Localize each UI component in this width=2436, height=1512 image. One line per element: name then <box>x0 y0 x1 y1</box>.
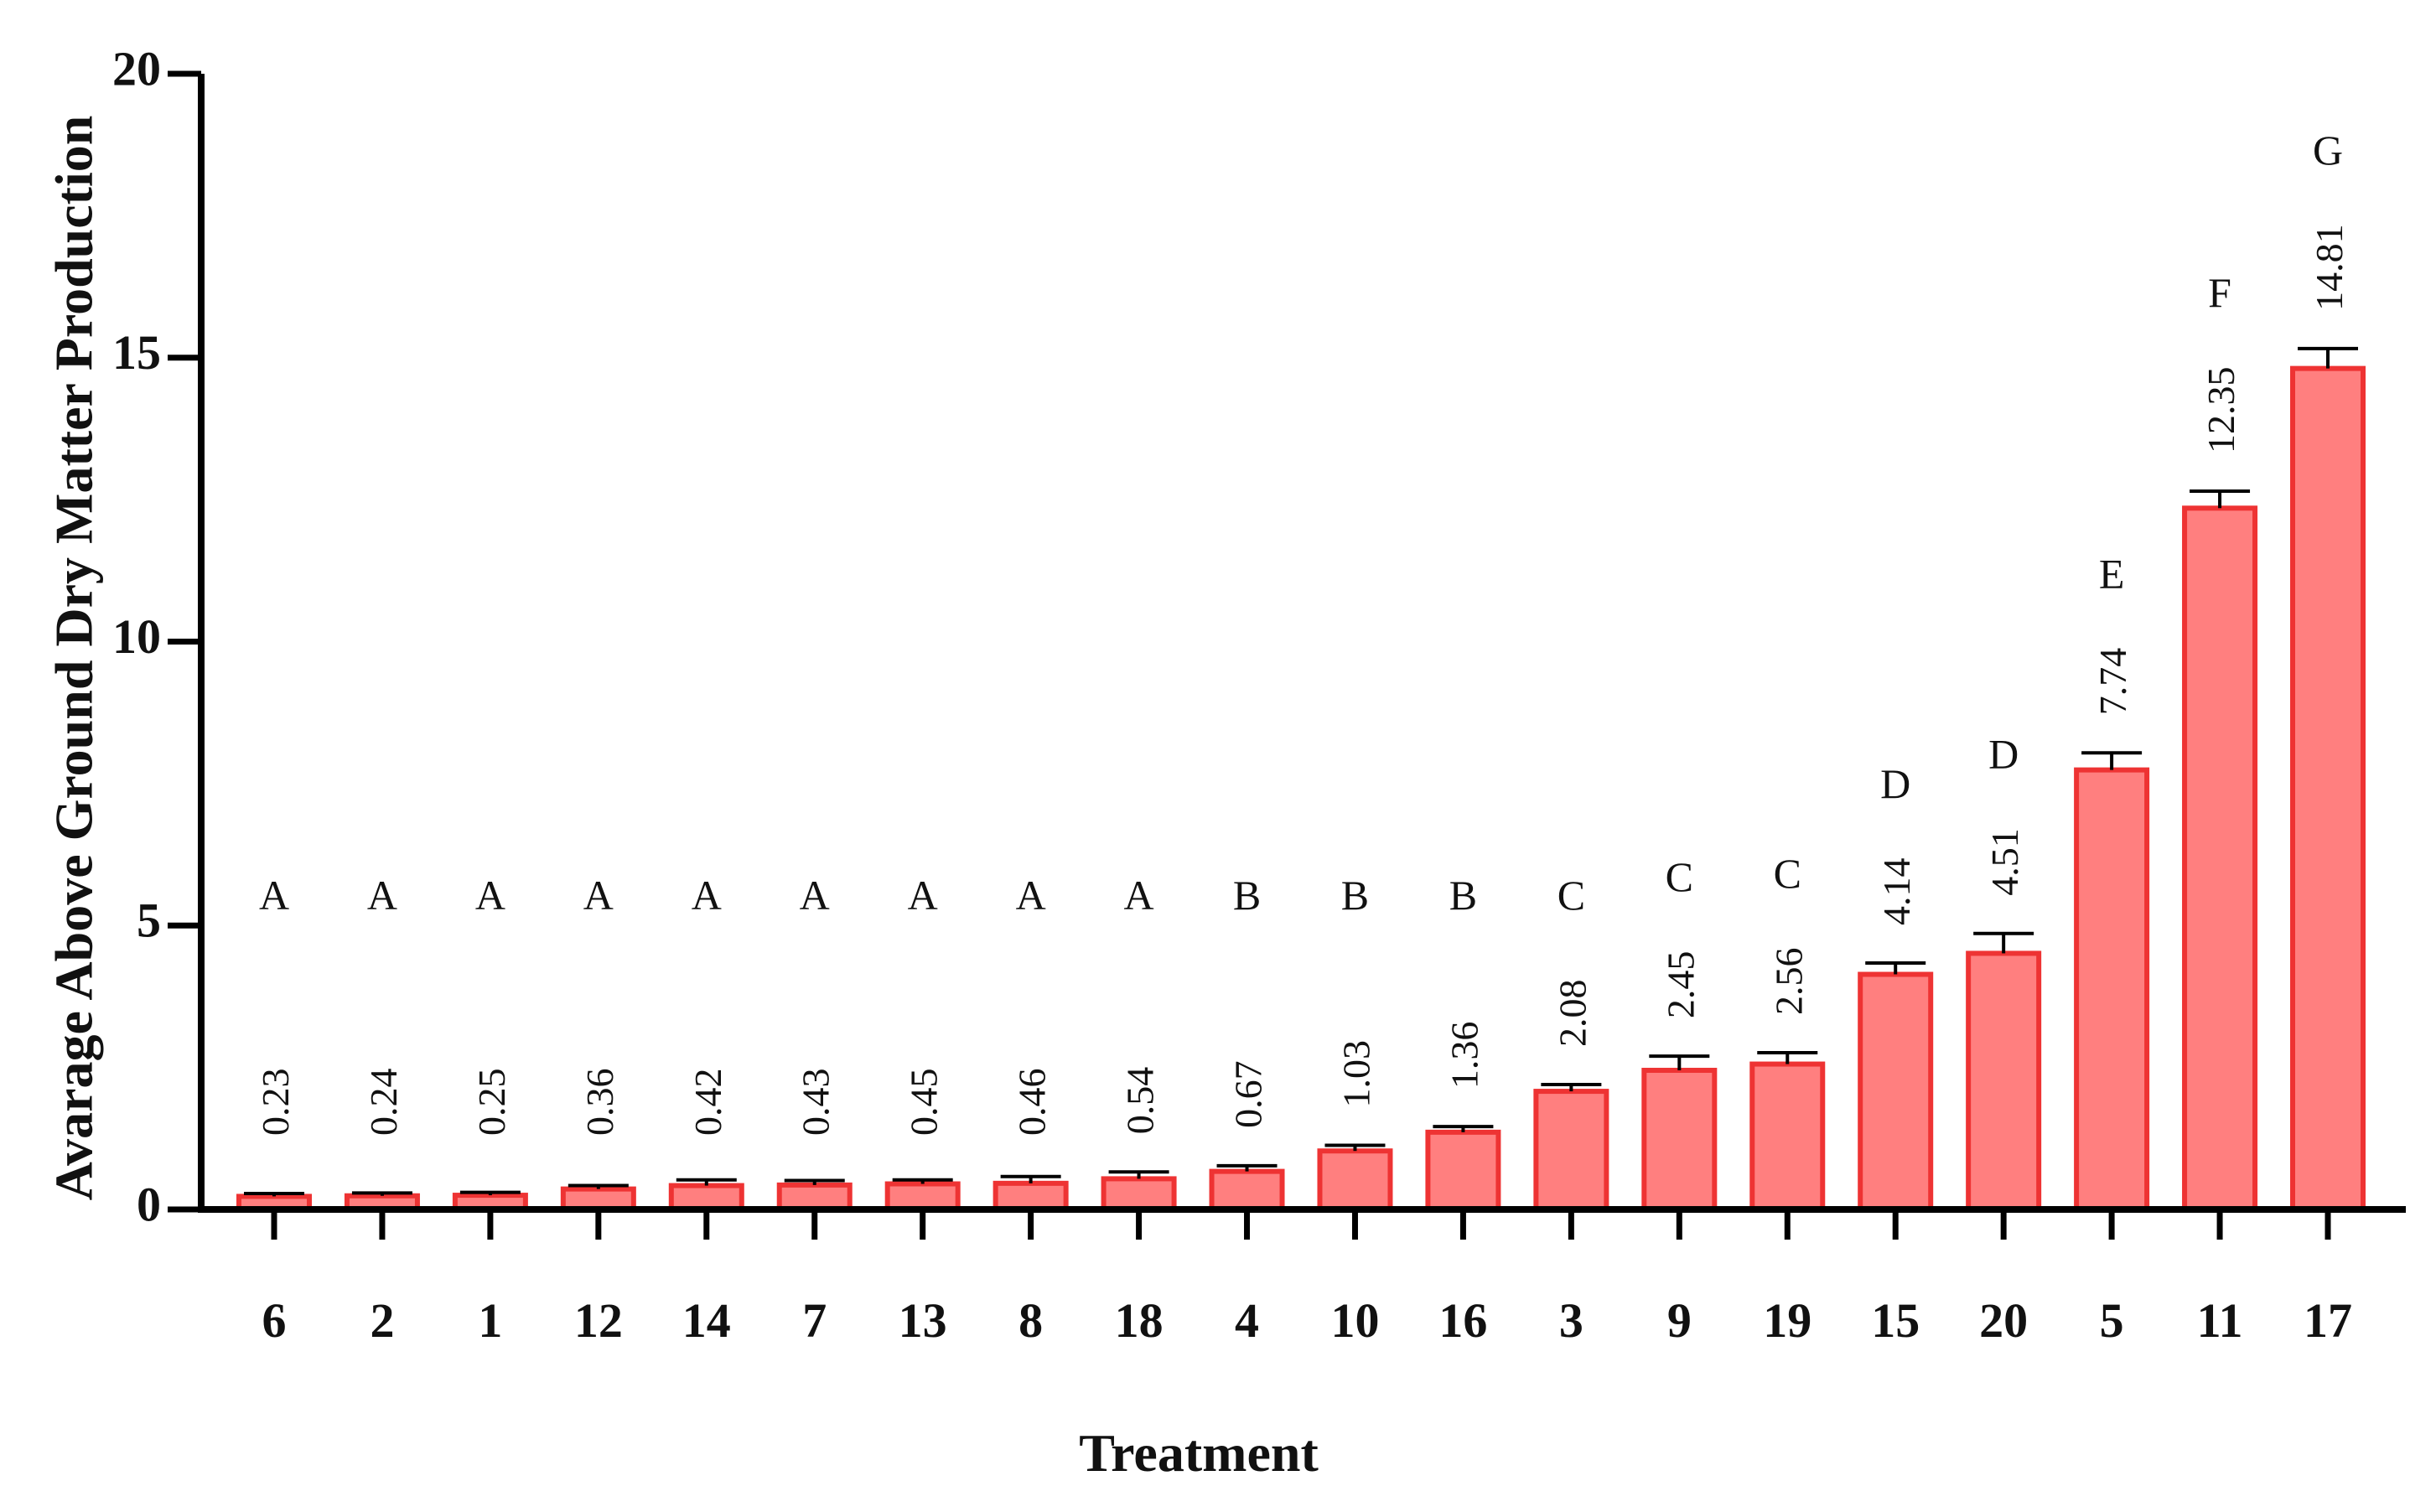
y-tick-label-10: 10 <box>112 609 161 664</box>
x-tick-label-2: 2 <box>370 1293 394 1348</box>
group-letter-2: A <box>367 872 397 919</box>
x-tick-label-3: 3 <box>1559 1293 1583 1348</box>
value-label-16: 1.36 <box>1443 1022 1485 1090</box>
value-label-14: 0.42 <box>687 1069 729 1137</box>
group-letter-10: B <box>1341 872 1369 919</box>
labels-layer: 0.23 A 0.24 A 0.25 A 0.36 A 0.42 A 0.43 A 0.45 A 0.46 A… <box>254 127 2350 1136</box>
bar-17 <box>2290 365 2366 1212</box>
value-label-12: 0.36 <box>578 1069 621 1137</box>
bar-5 <box>2074 767 2150 1212</box>
x-tick-label-12: 12 <box>574 1293 623 1348</box>
group-letter-4: B <box>1233 872 1261 919</box>
group-letter-9: C <box>1666 853 1693 900</box>
y-tick-label-20: 20 <box>112 41 161 96</box>
value-label-17: 14.81 <box>2308 224 2350 311</box>
bar-19 <box>1749 1061 1826 1213</box>
x-tick-label-1: 1 <box>478 1293 502 1348</box>
x-tick-label-6: 6 <box>262 1293 287 1348</box>
x-tick-label-4: 4 <box>1235 1293 1259 1348</box>
x-tick-label-15: 15 <box>1871 1293 1920 1348</box>
group-letter-14: A <box>692 872 722 919</box>
x-tick-label-11: 11 <box>2197 1293 2243 1348</box>
value-label-5: 7.74 <box>2091 648 2134 716</box>
group-letter-19: C <box>1774 850 1801 897</box>
error-bars-layer <box>244 346 2358 1197</box>
y-axis-title: Avarage Above Ground Dry Matter Producti… <box>44 116 104 1201</box>
bar-13 <box>884 1181 961 1212</box>
group-letter-20: D <box>1988 731 2019 778</box>
group-letter-3: C <box>1557 872 1585 919</box>
x-tick-label-20: 20 <box>1979 1293 2028 1348</box>
x-tick-label-9: 9 <box>1667 1293 1692 1348</box>
value-label-19: 2.56 <box>1767 948 1810 1016</box>
bar-8 <box>993 1180 1069 1212</box>
value-label-8: 0.46 <box>1011 1069 1054 1137</box>
group-letter-1: A <box>475 872 505 919</box>
bars-layer <box>236 365 2366 1213</box>
x-tick-label-5: 5 <box>2100 1293 2124 1348</box>
bar-3 <box>1533 1089 1609 1212</box>
axes-layer: 6 2 1 12 14 7 13 8 18 4 10 16 3 9 19 15 20 5 11 17 0 5 10 15 20 <box>112 41 2406 1348</box>
value-label-10: 1.03 <box>1335 1040 1377 1108</box>
bar-4 <box>1209 1168 1285 1213</box>
bar-10 <box>1317 1148 1393 1213</box>
y-tick-label-15: 15 <box>112 325 161 380</box>
x-tick-label-17: 17 <box>2304 1293 2352 1348</box>
bar-18 <box>1101 1176 1177 1213</box>
value-label-3: 2.08 <box>1551 979 1594 1047</box>
group-letter-7: A <box>800 872 830 919</box>
x-tick-label-18: 18 <box>1115 1293 1164 1348</box>
bar-20 <box>1966 950 2042 1212</box>
x-tick-label-10: 10 <box>1330 1293 1379 1348</box>
value-label-18: 0.54 <box>1119 1067 1162 1135</box>
group-letter-13: A <box>908 872 938 919</box>
bar-9 <box>1641 1068 1718 1212</box>
group-letter-6: A <box>259 872 289 919</box>
x-tick-label-8: 8 <box>1018 1293 1043 1348</box>
group-letter-11: F <box>2208 269 2231 316</box>
x-axis-title: Treatment <box>1079 1423 1319 1483</box>
y-tick-label-5: 5 <box>137 893 161 948</box>
x-tick-label-14: 14 <box>682 1293 731 1348</box>
x-tick-label-16: 16 <box>1438 1293 1487 1348</box>
value-label-7: 0.43 <box>795 1069 837 1137</box>
bar-16 <box>1425 1129 1501 1212</box>
x-tick-label-19: 19 <box>1763 1293 1811 1348</box>
group-letter-16: B <box>1449 872 1477 919</box>
group-letter-12: A <box>583 872 614 919</box>
x-tick-label-13: 13 <box>899 1293 947 1348</box>
bar-14 <box>668 1183 744 1213</box>
group-letter-17: G <box>2313 127 2343 173</box>
value-label-9: 2.45 <box>1659 951 1702 1019</box>
bar-15 <box>1858 971 1934 1212</box>
group-letter-5: E <box>2099 550 2125 597</box>
bar-11 <box>2182 505 2258 1212</box>
value-label-1: 0.25 <box>470 1069 513 1137</box>
value-label-11: 12.35 <box>2200 366 2242 453</box>
value-label-2: 0.24 <box>362 1069 405 1137</box>
x-tick-label-7: 7 <box>802 1293 827 1348</box>
value-label-20: 4.51 <box>1983 828 2026 896</box>
y-tick-label-0: 0 <box>137 1177 161 1231</box>
value-label-15: 4.14 <box>1875 857 1918 925</box>
value-label-13: 0.45 <box>903 1069 946 1137</box>
bar-7 <box>776 1182 853 1213</box>
value-label-4: 0.67 <box>1227 1060 1270 1128</box>
value-label-6: 0.23 <box>254 1069 297 1137</box>
group-letter-15: D <box>1880 760 1910 807</box>
group-letter-18: A <box>1124 872 1154 919</box>
group-letter-8: A <box>1016 872 1046 919</box>
